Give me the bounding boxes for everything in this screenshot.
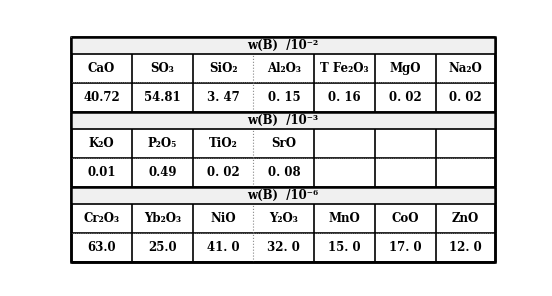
Text: 0. 16: 0. 16: [328, 91, 361, 104]
Text: 0. 02: 0. 02: [389, 91, 422, 104]
Text: Al₂O₃: Al₂O₃: [267, 62, 301, 75]
Text: w(B)  /10⁻³: w(B) /10⁻³: [247, 114, 319, 127]
Text: MgO: MgO: [390, 62, 421, 75]
Text: w(B)  /10⁻⁶: w(B) /10⁻⁶: [247, 189, 319, 202]
Text: SrO: SrO: [272, 137, 296, 150]
Text: 0. 02: 0. 02: [206, 166, 240, 179]
Text: 63.0: 63.0: [87, 241, 116, 254]
Text: Cr₂O₃: Cr₂O₃: [83, 212, 120, 225]
Text: 0. 02: 0. 02: [449, 91, 481, 104]
Text: MnO: MnO: [329, 212, 360, 225]
Text: 40.72: 40.72: [83, 91, 120, 104]
Text: 12. 0: 12. 0: [449, 241, 481, 254]
Text: 3. 47: 3. 47: [206, 91, 240, 104]
Text: K₂O: K₂O: [89, 137, 114, 150]
Text: Yb₂O₃: Yb₂O₃: [144, 212, 181, 225]
Text: 0.49: 0.49: [148, 166, 177, 179]
Text: 25.0: 25.0: [148, 241, 177, 254]
Text: 0. 15: 0. 15: [268, 91, 300, 104]
Bar: [71, 187, 495, 204]
Text: Na₂O: Na₂O: [448, 62, 482, 75]
Text: 0.01: 0.01: [87, 166, 116, 179]
Text: SO₃: SO₃: [150, 62, 174, 75]
Text: Y₂O₃: Y₂O₃: [269, 212, 298, 225]
Text: CoO: CoO: [392, 212, 419, 225]
Text: 54.81: 54.81: [144, 91, 181, 104]
Text: 0. 08: 0. 08: [268, 166, 300, 179]
Text: CaO: CaO: [88, 62, 115, 75]
Text: NiO: NiO: [210, 212, 236, 225]
Text: TiO₂: TiO₂: [209, 137, 237, 150]
Text: 15. 0: 15. 0: [328, 241, 361, 254]
Text: SiO₂: SiO₂: [209, 62, 237, 75]
Text: T Fe₂O₃: T Fe₂O₃: [320, 62, 369, 75]
Bar: [71, 37, 495, 54]
Text: ZnO: ZnO: [452, 212, 479, 225]
Text: 41. 0: 41. 0: [207, 241, 240, 254]
Text: 32. 0: 32. 0: [267, 241, 300, 254]
Text: P₂O₅: P₂O₅: [148, 137, 177, 150]
Bar: [71, 112, 495, 129]
Text: w(B)  /10⁻²: w(B) /10⁻²: [247, 38, 319, 52]
Text: 17. 0: 17. 0: [389, 241, 422, 254]
